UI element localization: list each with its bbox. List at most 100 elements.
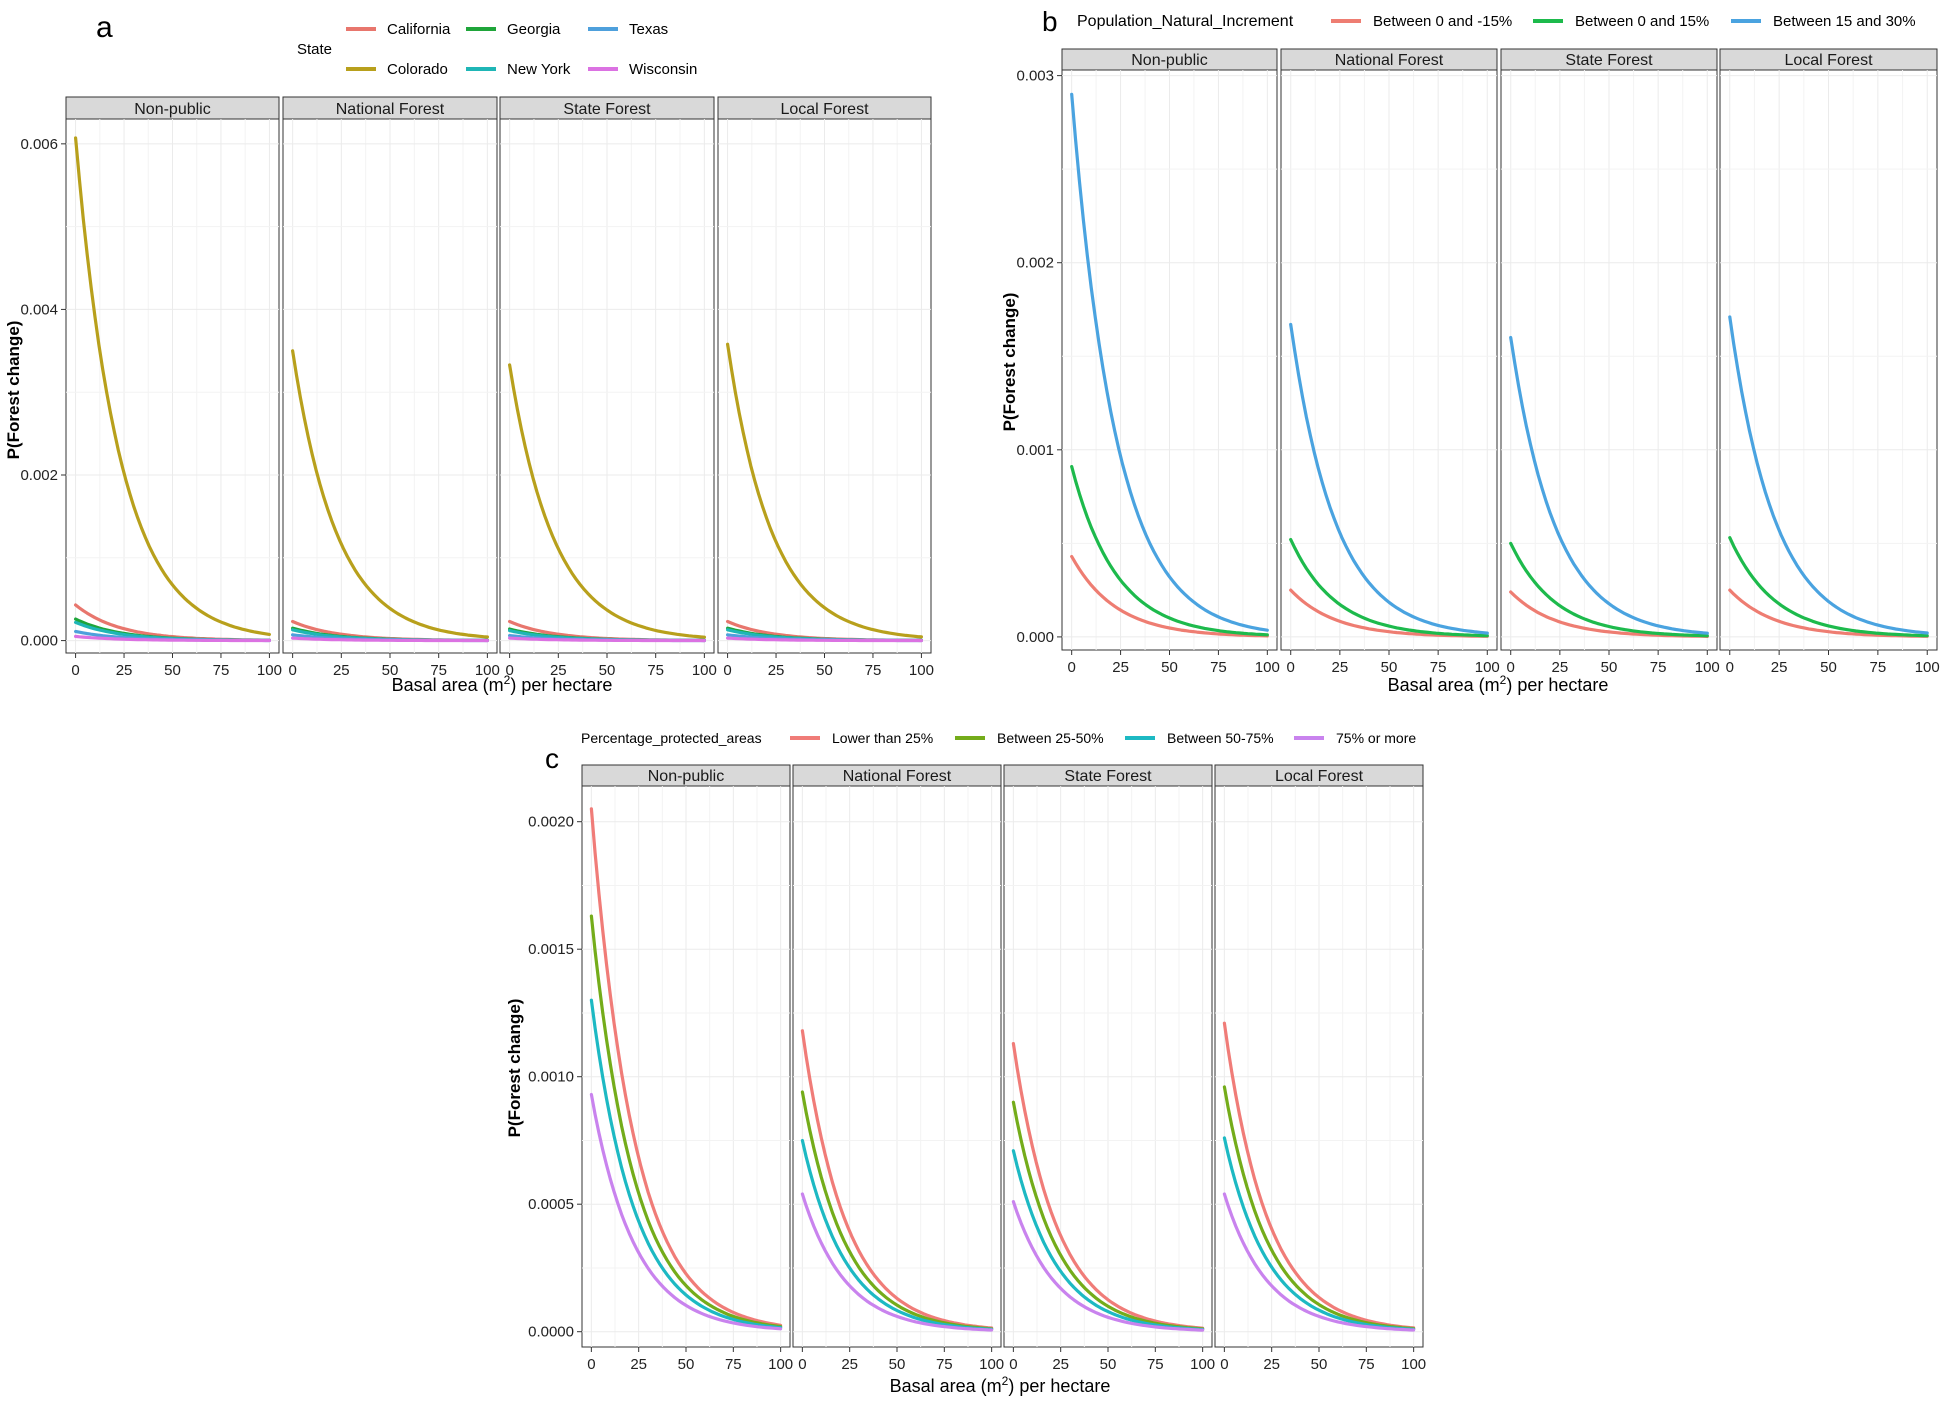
panel-b-legend: Population_Natural_Increment Between 0 a… (1077, 13, 1916, 30)
y-tick-label: 0.003 (1016, 68, 1054, 85)
panel-a-x-label: Basal area (m2) per hectare (392, 673, 613, 695)
x-tick-label: 25 (550, 662, 567, 679)
x-tick-label: 75 (1358, 1356, 1375, 1373)
series-line-75-or-more (589, 1092, 783, 1331)
series-line-between-0-and-15- (1289, 537, 1489, 638)
series-line-between-50-75- (589, 998, 783, 1330)
legend-label-texas: Texas (629, 21, 668, 38)
facet-strip-label: National Forest (843, 768, 952, 785)
panel-a-legend-title: State (297, 41, 332, 58)
y-tick-label: 0.0020 (528, 814, 574, 831)
x-tick-label: 100 (1255, 659, 1280, 676)
facet-strip-label: National Forest (1335, 52, 1444, 69)
x-tick-label: 50 (678, 1356, 695, 1373)
series-line-colorado (73, 136, 271, 637)
x-tick-label: 25 (1771, 659, 1788, 676)
series-line-colorado (291, 349, 489, 639)
y-tick-label: 0.0015 (528, 941, 574, 958)
x-tick-label: 0 (71, 662, 79, 679)
series-line-75-or-more (800, 1192, 994, 1332)
facet-strip-label: National Forest (336, 101, 445, 118)
legend-label-new-york: New York (507, 61, 571, 78)
x-tick-label: 0 (1068, 659, 1076, 676)
x-tick-label: 25 (1332, 659, 1349, 676)
facet-strip-label: Local Forest (1275, 768, 1364, 785)
series-line-between-0-and-15- (1509, 541, 1709, 638)
panel-c-facet-1: National Forest 0 25 50 75 100 (792, 764, 1004, 1373)
x-tick-label: 50 (816, 662, 833, 679)
x-tick-label: 50 (1820, 659, 1837, 676)
panel-a-facet-3: Local Forest 0 25 50 75 100 (717, 96, 934, 679)
series-line-between-25-50- (589, 914, 783, 1329)
x-tick-label: 25 (1052, 1356, 1069, 1373)
y-tick-label: 0.002 (20, 467, 58, 484)
panel-c-x-label: Basal area (m2) per hectare (890, 1374, 1111, 1396)
x-tick-label: 50 (1100, 1356, 1117, 1373)
y-tick-label: 0.002 (1016, 255, 1054, 272)
x-tick-label: 0 (505, 662, 513, 679)
legend-label-75-or-more: 75% or more (1336, 730, 1416, 746)
facet-strip-label: State Forest (1064, 768, 1152, 785)
series-line-lower-than-25- (589, 807, 783, 1327)
legend-label-between-0-and-15: Between 0 and 15% (1575, 13, 1709, 30)
facet-strip-label: State Forest (1565, 52, 1653, 69)
panel-c-legend-title: Percentage_protected_areas (581, 730, 762, 746)
x-tick-label: 75 (213, 662, 230, 679)
panel-b: b Population_Natural_Increment Between 0… (1000, 6, 1940, 695)
x-tick-label: 50 (599, 662, 616, 679)
x-tick-label: 25 (1263, 1356, 1280, 1373)
x-tick-label: 50 (164, 662, 181, 679)
legend-label-georgia: Georgia (507, 21, 561, 38)
facet-strip-label: State Forest (563, 101, 651, 118)
panel-a-facet-1: National Forest 0 25 50 75 100 (282, 96, 500, 679)
legend-label-between-0-and-neg15: Between 0 and -15% (1373, 13, 1512, 30)
legend-label-colorado: Colorado (387, 61, 448, 78)
x-tick-label: 25 (333, 662, 350, 679)
facet-strip-label: Local Forest (1784, 52, 1873, 69)
series-line-colorado (508, 363, 707, 639)
panel-a-y-label: P(Forest change) (4, 321, 23, 460)
series-line-between-15-and-30- (1509, 335, 1709, 635)
y-tick-label: 0.004 (20, 301, 58, 318)
panel-a: a State California Georgia Texas Colorad… (4, 11, 934, 695)
x-tick-label: 0 (1507, 659, 1515, 676)
y-tick-label: 0.0005 (528, 1196, 574, 1213)
series-line-between-15-and-30- (1289, 322, 1489, 635)
panel-b-legend-title: Population_Natural_Increment (1077, 13, 1294, 30)
series-line-lower-than-25- (1222, 1021, 1416, 1330)
x-tick-label: 0 (288, 662, 296, 679)
x-tick-label: 25 (1112, 659, 1129, 676)
legend-label-between-25-50: Between 25-50% (997, 730, 1104, 746)
legend-label-between-50-75: Between 50-75% (1167, 730, 1274, 746)
x-tick-label: 25 (768, 662, 785, 679)
x-tick-label: 0 (1287, 659, 1295, 676)
x-tick-label: 100 (768, 1356, 793, 1373)
series-line-between-15-and-30- (1070, 92, 1269, 632)
panel-b-facet-1: National Forest 0 25 50 75 100 (1280, 48, 1500, 676)
x-tick-label: 75 (647, 662, 664, 679)
panel-c: c Percentage_protected_areas Lower than … (505, 730, 1426, 1396)
x-tick-label: 75 (1430, 659, 1447, 676)
facet-strip-label: Non-public (134, 101, 210, 118)
panel-b-letter: b (1042, 6, 1058, 37)
x-tick-label: 0 (798, 1356, 806, 1373)
x-tick-label: 100 (979, 1356, 1004, 1373)
x-tick-label: 0 (587, 1356, 595, 1373)
series-line-75-or-more (1011, 1200, 1205, 1332)
series-line-between-0-and-15- (1070, 465, 1269, 637)
panel-c-y-label: P(Forest change) (505, 999, 524, 1138)
x-tick-label: 75 (430, 662, 447, 679)
x-tick-label: 0 (1009, 1356, 1017, 1373)
x-tick-label: 100 (1401, 1356, 1426, 1373)
facet-strip-label: Non-public (1131, 52, 1207, 69)
panel-b-facet-0: Non-public 0 25 50 75 100 0.000 0.001 0.002 0.003 (1016, 48, 1280, 676)
facet-strip-label: Non-public (648, 768, 724, 785)
x-tick-label: 75 (865, 662, 882, 679)
x-tick-label: 100 (692, 662, 717, 679)
y-tick-label: 0.0000 (528, 1324, 574, 1341)
x-tick-label: 100 (1190, 1356, 1215, 1373)
x-tick-label: 100 (475, 662, 500, 679)
panel-b-facet-2: State Forest 0 25 50 75 100 (1500, 48, 1720, 676)
x-tick-label: 25 (841, 1356, 858, 1373)
